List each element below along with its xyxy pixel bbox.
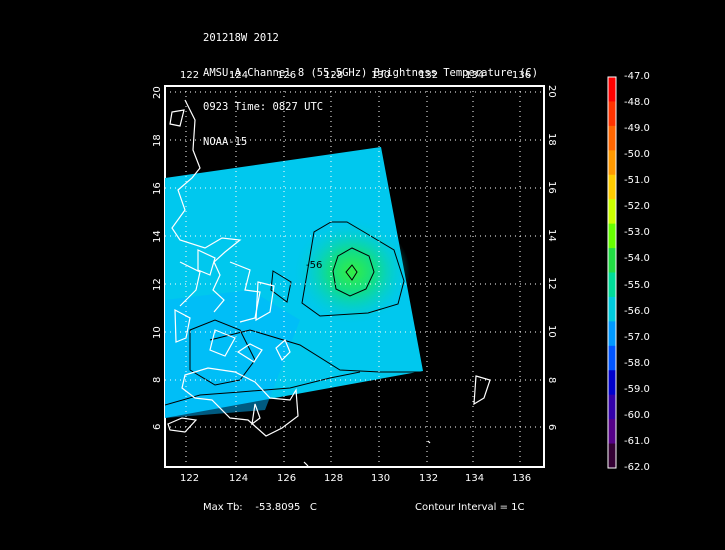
lon-tick: 132: [419, 473, 438, 484]
colorbar-label: -50.0: [624, 149, 650, 161]
colorbar-segment: [608, 248, 616, 273]
lon-tick: 136: [512, 473, 531, 484]
lat-ticks-left: 6 8 10 12 14 16 18 20: [152, 86, 163, 430]
lat-tick: 14: [152, 230, 163, 243]
lat-tick: 16: [152, 182, 163, 195]
colorbar-segment: [608, 125, 616, 151]
max-tb: Max Tb: -53.8095 C: [203, 502, 317, 513]
lon-ticks-bottom: 122 124 126 128 130 132 134 136: [180, 473, 531, 484]
header: 201218W 2012 AMSU-A Channel 8 (55.5GHz) …: [203, 10, 538, 160]
coastlines: [167, 99, 491, 467]
colorbar-segment: [608, 443, 616, 469]
lon-tick: 124: [229, 70, 248, 81]
colorbar-label: -61.0: [624, 435, 650, 447]
colorbar-segment: [608, 321, 616, 347]
colorbar-segment: [608, 345, 616, 371]
lon-ticks-top: 122 124 126 128 130 132 134 136: [180, 70, 531, 81]
colorbar-label: -53.0: [624, 227, 650, 239]
colorbar-label: -47.0: [624, 71, 650, 82]
colorbar-segment: [608, 150, 616, 176]
header-line-3: 0923 Time: 0827 UTC: [203, 101, 324, 113]
warm-core: [294, 220, 410, 324]
contours: [165, 221, 423, 406]
max-tb-label: Max Tb:: [203, 502, 243, 513]
lat-tick: 8: [546, 377, 557, 383]
colorbar-segment: [608, 174, 616, 200]
colorbar-segment: [608, 272, 616, 298]
colorbar-frame: [607, 76, 617, 469]
colorbar-label: -49.0: [624, 123, 650, 135]
lat-tick: 6: [546, 424, 557, 430]
cool-region: [165, 290, 300, 418]
colorbar-segment: [608, 223, 616, 249]
header-line-4: NOAA-15: [203, 135, 248, 148]
contour-label: -56: [306, 260, 322, 271]
lat-tick: 12: [546, 277, 557, 290]
colorbar-segment: [608, 296, 616, 322]
contour-interval: Contour Interval = 1C: [415, 502, 525, 513]
colorbar-label: -62.0: [624, 462, 650, 473]
lon-tick: 122: [180, 70, 199, 81]
lat-tick: 10: [152, 326, 163, 339]
colorbar-segment: [608, 394, 616, 420]
lat-tick: 18: [152, 134, 163, 147]
colorbar-label: -60.0: [624, 409, 650, 421]
colorbar-segment: [608, 101, 616, 127]
colorbar-label: -51.0: [624, 175, 650, 187]
colorbar-label: -48.0: [624, 97, 650, 109]
lon-tick: 126: [277, 70, 296, 81]
colorbar-segment: [608, 419, 616, 445]
colorbar-label: -54.0: [624, 253, 650, 265]
max-tb-unit: C: [309, 502, 317, 513]
lat-ticks-right: 6 8 10 12 14 16 18 20: [546, 85, 557, 430]
lat-tick: 18: [546, 133, 557, 146]
lon-tick: 122: [180, 473, 199, 484]
lat-tick: 6: [152, 424, 163, 430]
lon-tick: 130: [371, 70, 390, 81]
colorbar-label: -52.0: [624, 201, 650, 213]
header-line-2: AMSU-A Channel 8 (55.5GHz) Brightness Te…: [203, 66, 539, 79]
header-line-1: 201218W 2012: [203, 32, 279, 44]
lat-tick: 16: [546, 181, 557, 194]
colorbar-segment: [608, 77, 616, 102]
lon-tick: 128: [324, 473, 343, 484]
lon-tick: 136: [512, 70, 531, 81]
lon-tick: 128: [324, 70, 343, 81]
max-tb-value: -53.8095: [255, 502, 301, 513]
lon-tick: 132: [419, 70, 438, 81]
lon-tick: 134: [465, 473, 484, 484]
lat-tick: 12: [152, 278, 163, 291]
grid-lines: [165, 86, 544, 467]
lon-tick: 126: [277, 473, 296, 484]
lon-tick: 130: [371, 473, 390, 484]
colorbar-label: -56.0: [624, 305, 650, 317]
lat-tick: 8: [152, 377, 163, 383]
lon-tick: 134: [465, 70, 484, 81]
colorbar-label: -57.0: [624, 331, 650, 343]
lat-tick: 14: [546, 229, 557, 242]
colorbar-label: -58.0: [624, 357, 650, 369]
colorbar: [608, 77, 616, 469]
colorbar-segment: [608, 199, 616, 225]
lon-tick: 124: [229, 473, 248, 484]
colorbar-segment: [608, 370, 616, 396]
colorbar-label: -55.0: [624, 279, 650, 291]
colorbar-label: -59.0: [624, 383, 650, 395]
lat-tick: 20: [152, 86, 163, 99]
lat-tick: 10: [546, 325, 557, 338]
lat-tick: 20: [546, 85, 557, 98]
